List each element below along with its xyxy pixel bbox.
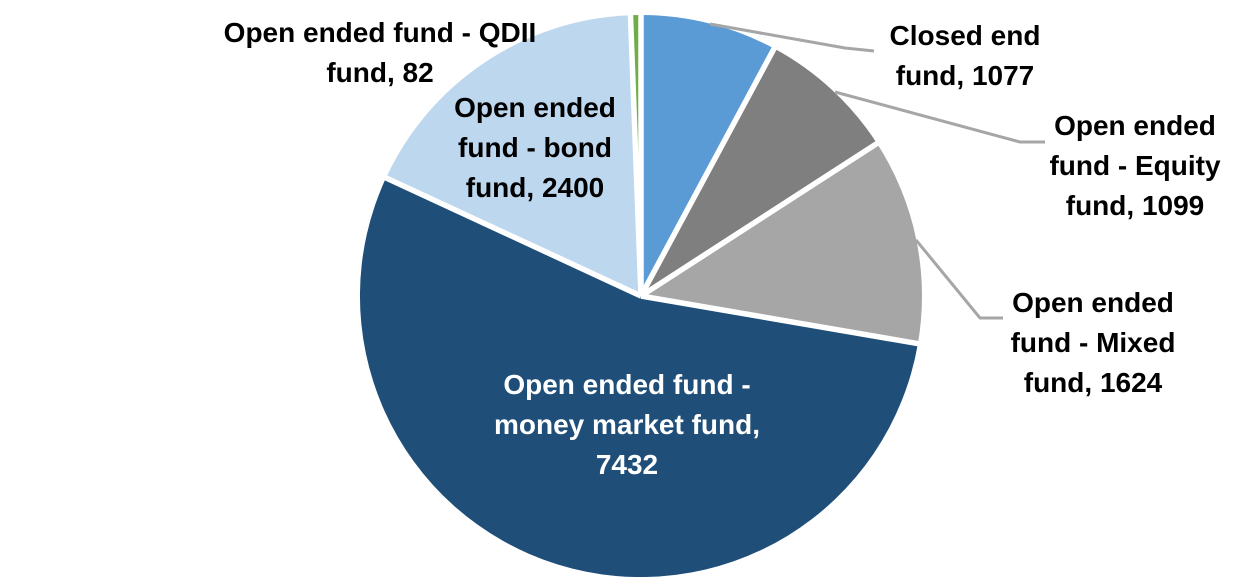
pie-slice-3	[359, 177, 918, 578]
pie-slice-1	[641, 48, 877, 296]
pie-label-equity-fund: Open ended fund - Equity fund, 1099	[1049, 110, 1221, 221]
slice-separator	[639, 138, 882, 299]
pie-slice-4	[386, 15, 641, 296]
leader-line-slice-1	[834, 90, 1045, 144]
leader-line-slice-0	[709, 22, 875, 53]
pie-slice-0	[641, 14, 775, 296]
pie-slice-2	[641, 143, 922, 344]
pie-label-closed-end-fund: Closed end fund, 1077	[889, 20, 1041, 91]
pie-label-money-market-fund: Open ended fund - money market fund, 743…	[493, 369, 761, 480]
pie-label-bond-fund: Open ended fund - bond fund, 2400	[454, 92, 616, 203]
slice-separator	[381, 173, 643, 299]
slice-separator	[627, 11, 644, 297]
slice-separator	[638, 43, 779, 298]
leader-line-slice-2	[914, 239, 1003, 320]
slice-separator	[640, 293, 923, 348]
pie-label-qdii-fund: Open ended fund - QDII fund, 82	[223, 17, 537, 88]
pie-label-mixed-fund: Open ended fund - Mixed fund, 1624	[1010, 287, 1176, 398]
